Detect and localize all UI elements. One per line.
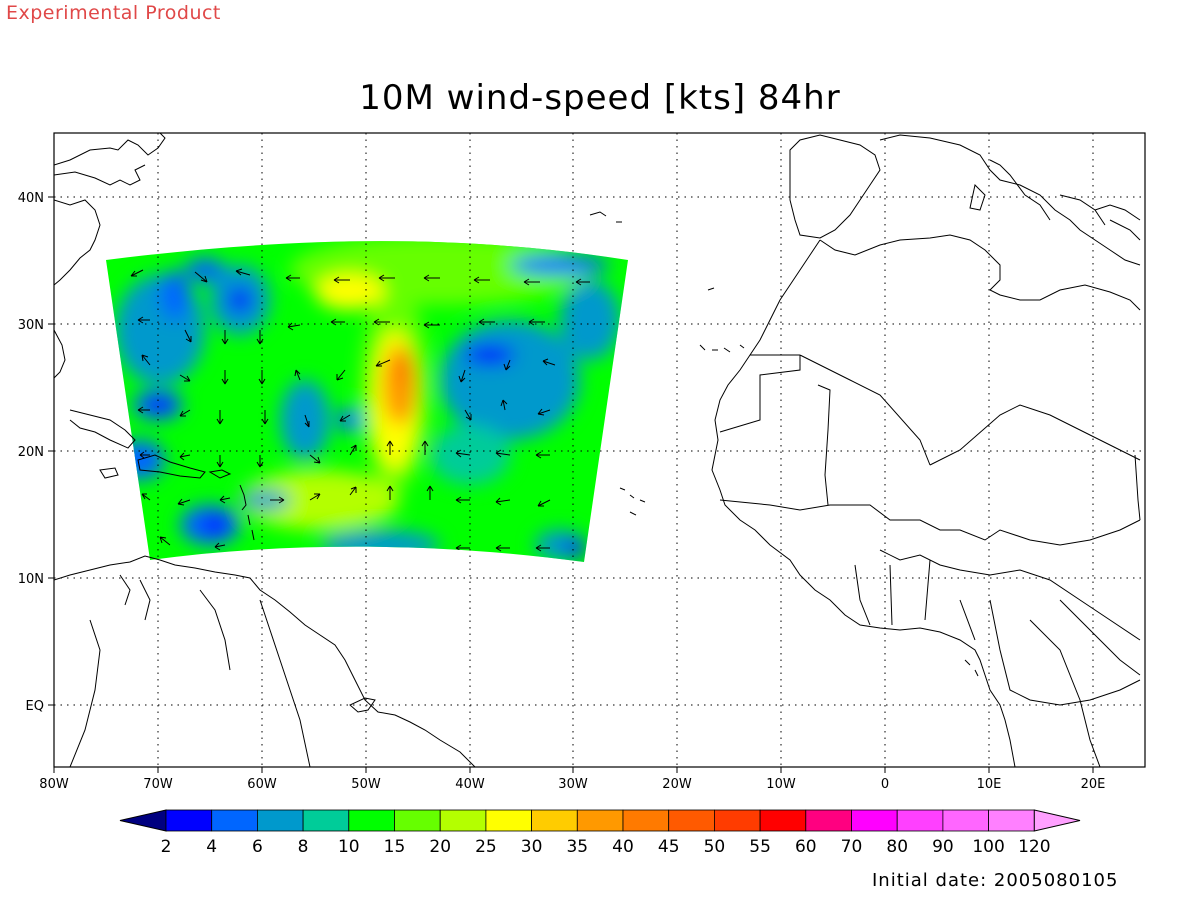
colorbar-label: 15 <box>384 837 406 857</box>
coastlines <box>54 133 1141 767</box>
colorbar-bin <box>942 809 990 832</box>
colorbar-label: 8 <box>298 837 309 857</box>
wind-speed-field <box>106 241 628 562</box>
colorbar-label: 4 <box>206 837 217 857</box>
colorbar-label: 70 <box>841 837 863 857</box>
colorbar-label: 2 <box>161 837 172 857</box>
colorbar-bin <box>714 809 761 832</box>
colorbar-label: 10 <box>338 837 360 857</box>
colorbar-label: 30 <box>521 837 543 857</box>
lon-label-80w: 80W <box>39 777 69 792</box>
colorbar-bin <box>805 809 852 832</box>
colorbar-arrow-low <box>119 809 167 832</box>
lon-label-10e: 10E <box>977 777 1002 792</box>
colorbar-arrow-high <box>1033 809 1081 832</box>
experimental-product-label: Experimental Product <box>6 2 221 24</box>
lon-label-10w: 10W <box>766 777 796 792</box>
colorbar-bin <box>988 809 1035 832</box>
colorbar-bin <box>759 809 807 832</box>
colorbar-bin <box>302 809 350 832</box>
lat-label-30n: 30N <box>18 318 44 333</box>
colorbar-bin <box>348 809 395 832</box>
colorbar-bin <box>622 809 670 832</box>
colorbar-label: 40 <box>612 837 634 857</box>
colorbar-label: 55 <box>749 837 771 857</box>
lat-label-10n: 10N <box>18 572 44 587</box>
colorbar-label: 120 <box>1018 837 1050 857</box>
colorbar-bin <box>576 809 624 832</box>
lat-label-20n: 20N <box>18 445 44 460</box>
lon-label-0: 0 <box>881 777 889 792</box>
lon-label-50w: 50W <box>351 777 381 792</box>
colorbar-bin <box>211 809 258 832</box>
lon-label-20e: 20E <box>1081 777 1106 792</box>
colorbar-label: 35 <box>566 837 588 857</box>
wind-vectors <box>130 268 590 552</box>
colorbar-label: 50 <box>704 837 726 857</box>
colorbar-label: 45 <box>658 837 680 857</box>
colorbar-label: 100 <box>972 837 1004 857</box>
lat-label-40n: 40N <box>18 191 44 206</box>
colorbar-bin <box>394 809 441 832</box>
lon-label-20w: 20W <box>662 777 692 792</box>
colorbar-bin <box>668 809 715 832</box>
colorbar-bin <box>439 809 487 832</box>
colorbar-bin <box>256 809 304 832</box>
lon-label-30w: 30W <box>558 777 588 792</box>
colorbar-label: 25 <box>475 837 497 857</box>
lon-label-60w: 60W <box>247 777 277 792</box>
colorbar-bin <box>531 809 578 832</box>
lon-label-40w: 40W <box>455 777 485 792</box>
lon-label-70w: 70W <box>143 777 173 792</box>
colorbar-label: 6 <box>252 837 263 857</box>
plot-title: 10M wind-speed [kts] 84hr <box>359 78 841 118</box>
colorbar: 2 4 6 8 10 15 20 25 30 35 40 45 50 55 60 70 80 90 100 120 <box>119 809 1081 857</box>
colorbar-bin <box>896 809 944 832</box>
initial-date: Initial date: 2005080105 <box>872 870 1119 891</box>
colorbar-bin <box>485 809 532 832</box>
map-frame <box>53 132 1146 768</box>
lat-label-eq: EQ <box>26 699 44 714</box>
colorbar-bin <box>165 809 213 832</box>
colorbar-bin <box>851 809 898 832</box>
colorbar-label: 20 <box>429 837 451 857</box>
colorbar-label: 80 <box>886 837 908 857</box>
axis-ticks <box>48 196 1094 773</box>
colorbar-label: 90 <box>932 837 954 857</box>
colorbar-label: 60 <box>795 837 817 857</box>
